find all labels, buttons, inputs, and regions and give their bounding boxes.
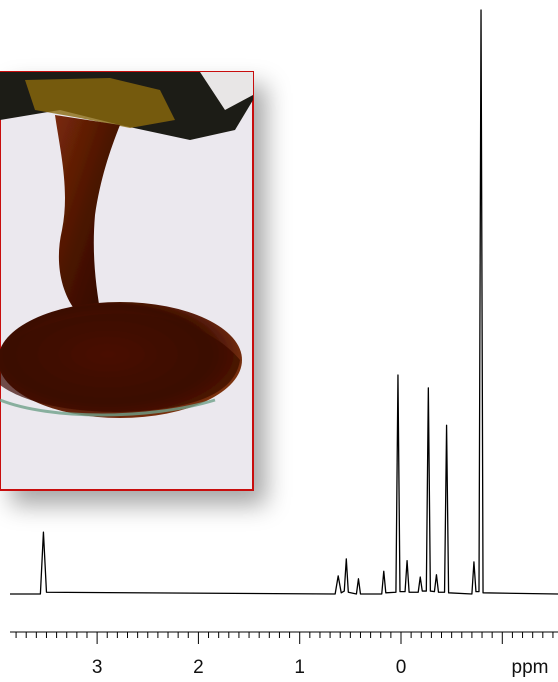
x-tick-label: 0 <box>396 657 407 678</box>
inset-photo <box>0 71 254 491</box>
x-axis-label: ppm <box>512 657 549 678</box>
x-tick-label: 3 <box>92 657 103 678</box>
spectrum-line <box>10 9 558 595</box>
x-tick-label: 1 <box>294 657 305 678</box>
x-tick-label: 2 <box>193 657 204 678</box>
